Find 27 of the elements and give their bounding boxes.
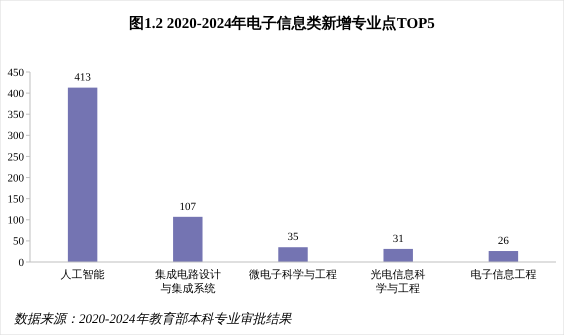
bar [278,247,308,262]
data-label: 26 [498,235,510,248]
bar [68,88,98,262]
y-tick-label: 150 [8,194,24,206]
x-tick-label: 电子信息工程 [470,268,536,281]
data-label: 31 [392,232,404,245]
y-tick-label: 0 [18,256,24,269]
x-tick-label: 集成电路设计与集成系统 [154,268,221,295]
bar [173,216,203,262]
data-label: 413 [74,72,92,84]
x-tick-label: 微电子科学与工程 [249,268,337,281]
data-label: 107 [180,200,197,213]
bar [383,248,413,262]
chart-title: 图1.2 2020-2024年电子信息类新增专业点TOP5 [129,14,435,32]
x-tick-label: 光电信息科学与工程 [370,268,426,295]
y-tick-label: 200 [8,172,24,184]
y-tick-label: 300 [8,130,24,142]
y-tick-label: 250 [8,151,24,164]
bar [488,251,518,262]
y-tick-label: 450 [8,66,24,79]
y-tick-label: 350 [8,109,24,122]
y-tick-label: 400 [8,88,24,100]
y-tick-label: 100 [8,214,24,227]
y-tick-label: 50 [13,236,24,248]
x-tick-label: 人工智能 [60,268,105,281]
source-note: 数据来源：2020-2024年教育部本科专业审批结果 [14,311,292,326]
data-label: 35 [288,231,299,244]
